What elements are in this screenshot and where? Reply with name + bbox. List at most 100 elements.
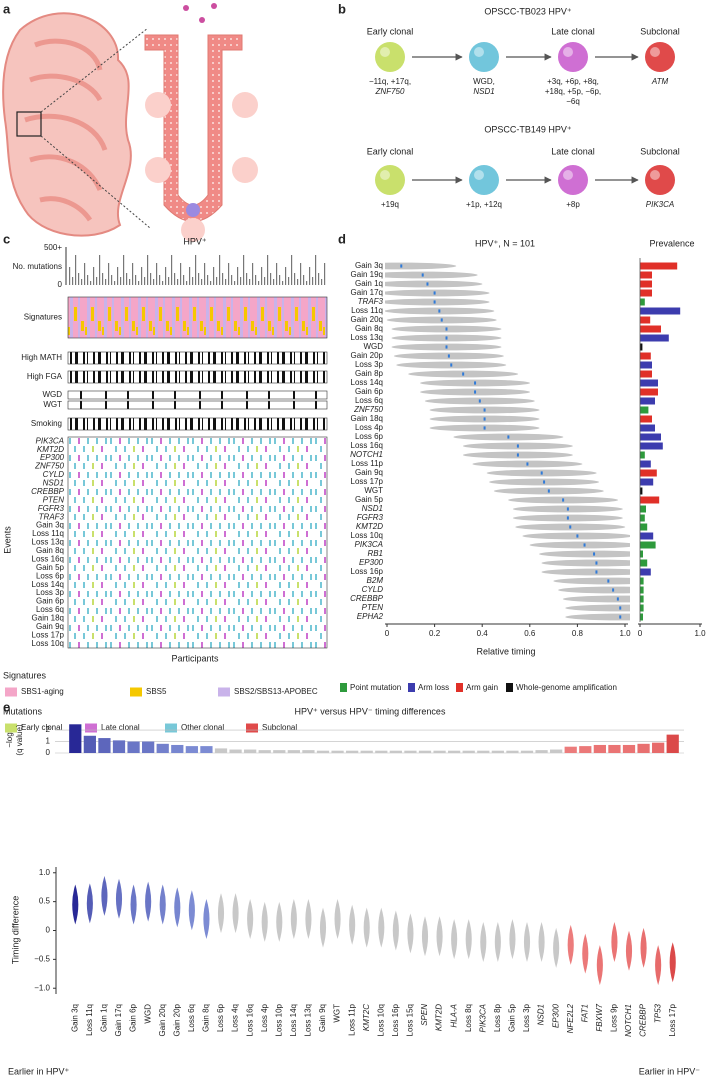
category-label: Loss 4q [231,1004,240,1032]
track [67,400,328,410]
legend-title: Signatures [3,670,47,680]
prevalence-bar [640,388,658,396]
category-label: Gain 9q [318,1004,327,1032]
category-label: Gain 3q [70,1004,79,1032]
timing-violin [247,898,254,939]
timing-violin [655,945,662,986]
timing-median [421,273,424,277]
category-label: Loss 8p [493,1003,502,1032]
timing-violin [385,271,478,279]
category-label: Loss 16p [391,1003,400,1036]
timing-violin [465,919,472,960]
event-label: Gain 3q [36,521,64,530]
timing-violin [130,884,137,925]
prevalence-bar [640,289,652,297]
q-bar [229,749,242,753]
category-label: Loss 3p [522,1003,531,1032]
prevalence-bar [640,550,643,558]
timing-violin [553,927,560,968]
y-axis-label: Timing difference [10,896,20,965]
timing-violin [261,901,268,942]
category-label: Loss 11p [347,1003,356,1035]
event-label: TRAF3 [39,512,65,521]
row-label: Gain 20p [351,351,384,360]
clone-node [469,42,499,72]
panel-label: a [3,1,11,16]
q-bar [564,746,577,753]
q-bar [214,748,228,753]
timing-violin [188,890,195,931]
timing-violin [582,933,589,974]
q-bar [637,743,650,753]
hist-y-label: No. mutations [13,262,62,271]
track-label: WGD [42,390,62,399]
row-label: WGT [364,486,383,495]
events-axis-label: Events [2,526,12,554]
q-bar [375,750,388,753]
timing-violin [203,898,210,939]
row-label: Loss 3p [355,360,384,369]
panel-label: b [338,1,346,16]
row-label: Gain 20q [351,315,383,324]
q-bar [112,740,126,753]
track-label: WGT [43,400,62,409]
timing-median [474,381,477,385]
legend-swatch [5,723,17,733]
legend-label: SBS5 [146,687,167,696]
timing-median [619,615,622,619]
prevalence-bar [640,487,643,495]
event-label: Gain 8q [36,546,64,555]
x-tick-label: 0.2 [429,629,441,638]
q-bar [287,750,300,753]
timing-median [540,471,543,475]
event-label: FGFR3 [38,504,65,513]
legend-swatch [85,723,97,733]
row-label: Gain 8p [355,369,384,378]
timing-violin [541,559,630,567]
node-highlight [474,170,484,180]
timing-violin [290,898,297,939]
row-label: Loss 6q [355,396,383,405]
row-label: RB1 [367,549,383,558]
prevalence-bar [640,496,660,504]
timing-median [433,300,436,304]
prevalence-bar [640,397,655,405]
category-label: WGT [333,1004,342,1023]
y-tick-label: −0.5 [34,954,50,963]
prevalence-bar [640,541,656,549]
timing-violin [640,927,647,968]
y-tick-label: −1.0 [34,983,50,992]
timing-violin [451,919,458,960]
row-label: NSD1 [362,504,383,513]
q-bar [404,750,417,753]
prevalence-bar [640,271,652,279]
x-tick-label: 0 [385,629,390,638]
category-label: NSD1 [537,1004,546,1025]
timing-median [450,363,453,367]
prevalence-bar [640,280,652,288]
row-label: Gain 19q [351,270,383,279]
stage-label: Subclonal [640,26,680,36]
stage-label: Early clonal [367,26,414,36]
q-tick-label: 0 [46,748,51,757]
timing-median [445,327,448,331]
row-label: FGFR3 [357,513,384,522]
timing-median [612,588,615,592]
q-bar [83,735,96,753]
stage-label: Late clonal [551,146,595,156]
event-label: CREBBP [31,487,65,496]
row-label: Loss 11p [351,459,383,468]
q-bar [579,746,592,753]
y-tick-label: 0.5 [39,897,51,906]
timing-violin [407,913,414,954]
prevalence-bar [640,478,654,486]
prevalence-bar [640,379,658,387]
node-highlight [650,170,660,180]
participants-label: Participants [171,653,219,663]
prevalence-bar [640,415,652,423]
event-line: ZNF750 [375,87,405,96]
timing-median [616,597,619,601]
timing-violin [115,878,123,919]
q-bar [244,749,257,753]
